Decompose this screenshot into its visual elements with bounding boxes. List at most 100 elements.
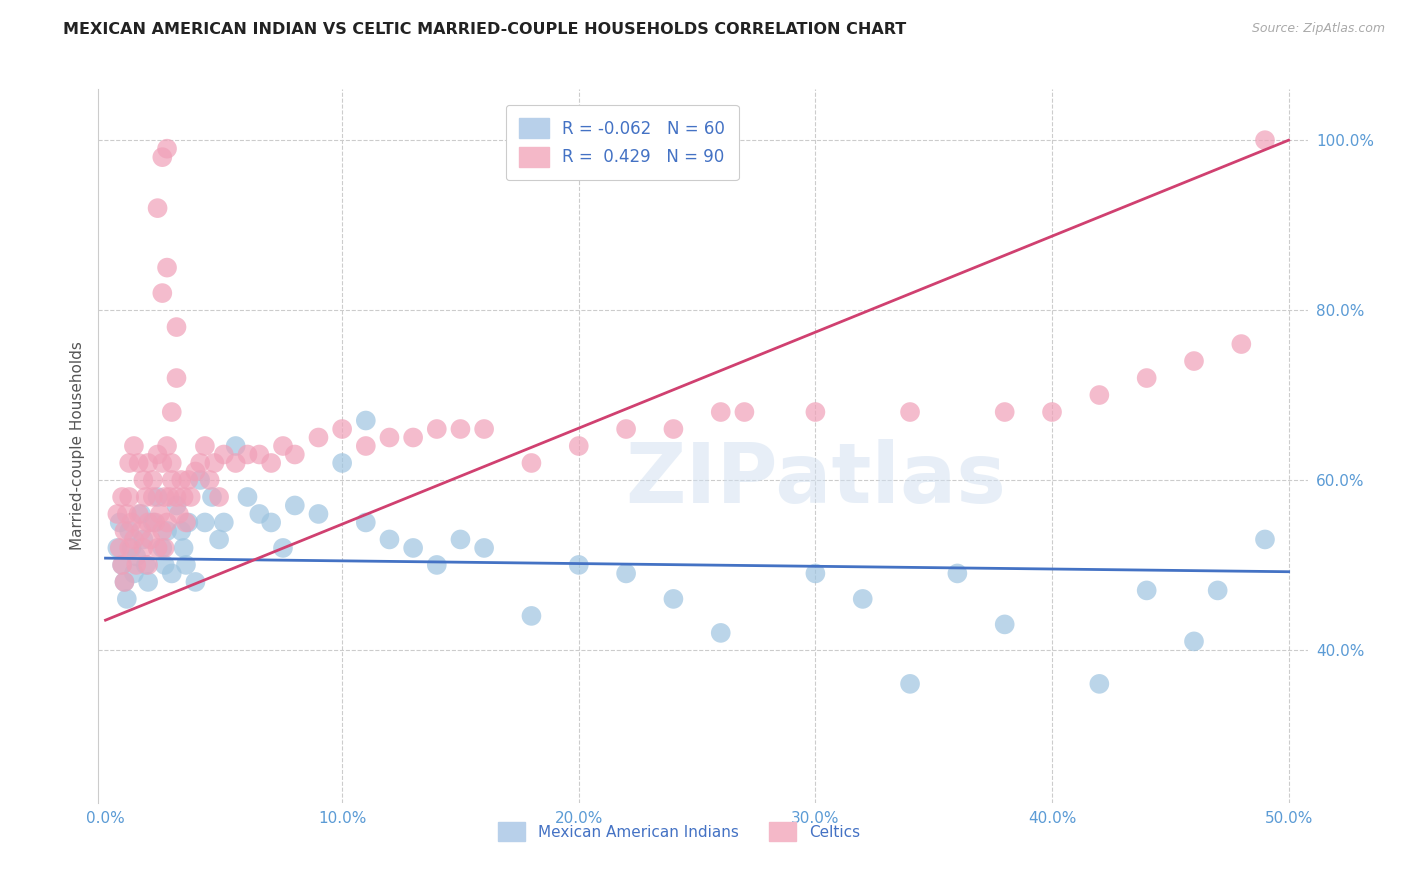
Point: [1136, 583, 1159, 598]
Point: [188, 456, 211, 470]
Point: [202, 456, 225, 470]
Point: [173, 490, 195, 504]
Point: [804, 566, 827, 581]
Point: [614, 422, 637, 436]
Point: [804, 405, 827, 419]
Point: [132, 541, 155, 555]
Point: [174, 558, 197, 572]
Text: ZIPatlas: ZIPatlas: [624, 440, 1005, 520]
Point: [166, 320, 188, 334]
Point: [150, 524, 173, 538]
Text: MEXICAN AMERICAN INDIAN VS CELTIC MARRIED-COUPLE HOUSEHOLDS CORRELATION CHART: MEXICAN AMERICAN INDIAN VS CELTIC MARRIE…: [63, 22, 907, 37]
Y-axis label: Married-couple Households: Married-couple Households: [69, 342, 84, 550]
Point: [198, 473, 221, 487]
Point: [136, 516, 159, 530]
Point: [184, 574, 207, 589]
Point: [173, 541, 195, 555]
Point: [156, 142, 179, 156]
Point: [330, 422, 353, 436]
Point: [208, 533, 231, 547]
Point: [153, 558, 176, 572]
Point: [111, 558, 134, 572]
Point: [946, 566, 969, 581]
Point: [142, 490, 165, 504]
Point: [143, 516, 166, 530]
Point: [156, 260, 179, 275]
Point: [898, 677, 921, 691]
Point: [284, 499, 307, 513]
Point: [449, 533, 471, 547]
Point: [160, 405, 183, 419]
Point: [1088, 388, 1111, 402]
Point: [177, 473, 200, 487]
Point: [136, 558, 159, 572]
Point: [354, 413, 377, 427]
Point: [150, 541, 173, 555]
Point: [614, 566, 637, 581]
Point: [180, 490, 202, 504]
Point: [105, 541, 128, 555]
Point: [122, 439, 145, 453]
Point: [128, 456, 150, 470]
Point: [166, 371, 188, 385]
Point: [153, 490, 176, 504]
Point: [108, 516, 131, 530]
Point: [135, 490, 157, 504]
Point: [1230, 337, 1253, 351]
Point: [184, 465, 207, 479]
Point: [662, 422, 685, 436]
Point: [194, 439, 217, 453]
Point: [125, 558, 148, 572]
Legend: Mexican American Indians, Celtics: Mexican American Indians, Celtics: [491, 814, 868, 848]
Point: [472, 422, 495, 436]
Point: [284, 448, 307, 462]
Point: [662, 591, 685, 606]
Point: [994, 617, 1017, 632]
Point: [271, 439, 294, 453]
Point: [194, 516, 217, 530]
Point: [260, 516, 283, 530]
Point: [208, 490, 231, 504]
Point: [142, 473, 165, 487]
Point: [149, 507, 172, 521]
Point: [160, 456, 183, 470]
Point: [733, 405, 755, 419]
Point: [136, 574, 159, 589]
Point: [378, 533, 401, 547]
Point: [125, 549, 148, 564]
Point: [118, 456, 141, 470]
Point: [520, 456, 543, 470]
Point: [170, 524, 193, 538]
Point: [166, 490, 188, 504]
Point: [308, 507, 330, 521]
Point: [177, 516, 200, 530]
Point: [128, 507, 150, 521]
Point: [1254, 533, 1277, 547]
Point: [710, 626, 733, 640]
Point: [160, 473, 183, 487]
Point: [121, 541, 143, 555]
Point: [150, 150, 173, 164]
Point: [225, 439, 247, 453]
Point: [852, 591, 875, 606]
Point: [105, 507, 128, 521]
Point: [114, 524, 136, 538]
Point: [449, 422, 471, 436]
Point: [156, 516, 179, 530]
Point: [710, 405, 733, 419]
Point: [402, 430, 425, 444]
Point: [1182, 634, 1205, 648]
Point: [170, 473, 193, 487]
Point: [115, 591, 138, 606]
Point: [142, 516, 165, 530]
Point: [146, 201, 169, 215]
Point: [188, 473, 211, 487]
Point: [150, 456, 173, 470]
Point: [146, 541, 169, 555]
Point: [354, 439, 377, 453]
Point: [426, 422, 449, 436]
Point: [132, 473, 155, 487]
Point: [1136, 371, 1159, 385]
Point: [212, 516, 235, 530]
Point: [308, 430, 330, 444]
